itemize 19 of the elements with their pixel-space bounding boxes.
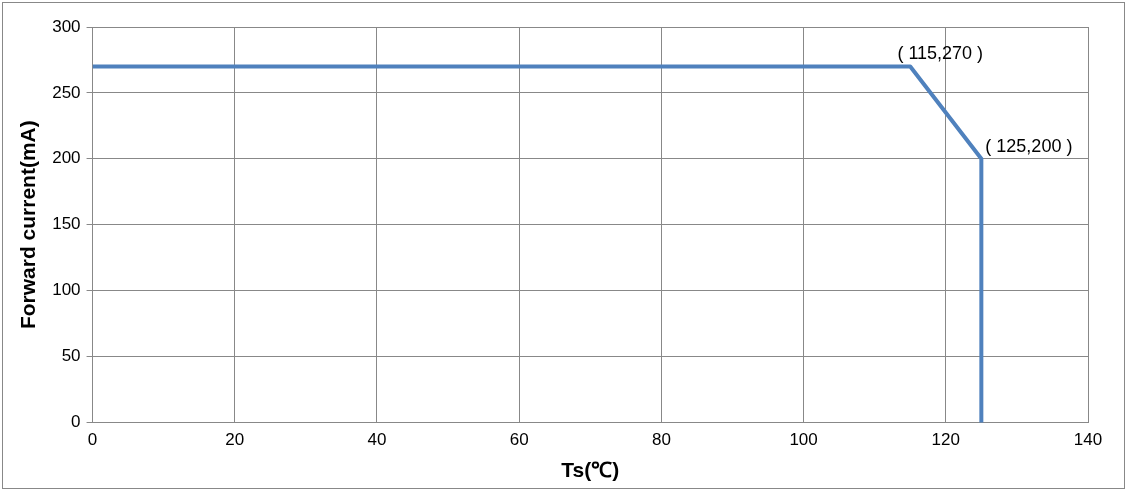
x-tick-label: 60	[509, 430, 529, 450]
x-tick-label: 100	[789, 430, 818, 450]
y-tick-label: 0	[71, 412, 81, 432]
x-tick-label: 80	[651, 430, 671, 450]
y-tick-label: 300	[52, 16, 81, 36]
y-tick-label: 150	[52, 214, 81, 234]
x-tick-label: 0	[87, 430, 98, 450]
y-axis-title: Forward current(mA)	[16, 120, 40, 330]
annotation: ( 125,200 )	[985, 135, 1073, 156]
y-tick-label: 200	[52, 148, 81, 168]
x-tick-label: 120	[931, 430, 960, 450]
x-tick-label: 140	[1073, 430, 1103, 450]
x-tick-label: 20	[225, 430, 245, 450]
y-tick-label: 250	[52, 82, 81, 102]
y-tick-label: 100	[52, 280, 81, 300]
annotation: ( 115,270 )	[897, 42, 984, 63]
x-axis-title: Ts(℃)	[561, 458, 620, 482]
y-tick-label: 50	[61, 346, 81, 366]
x-tick-label: 40	[367, 430, 387, 450]
